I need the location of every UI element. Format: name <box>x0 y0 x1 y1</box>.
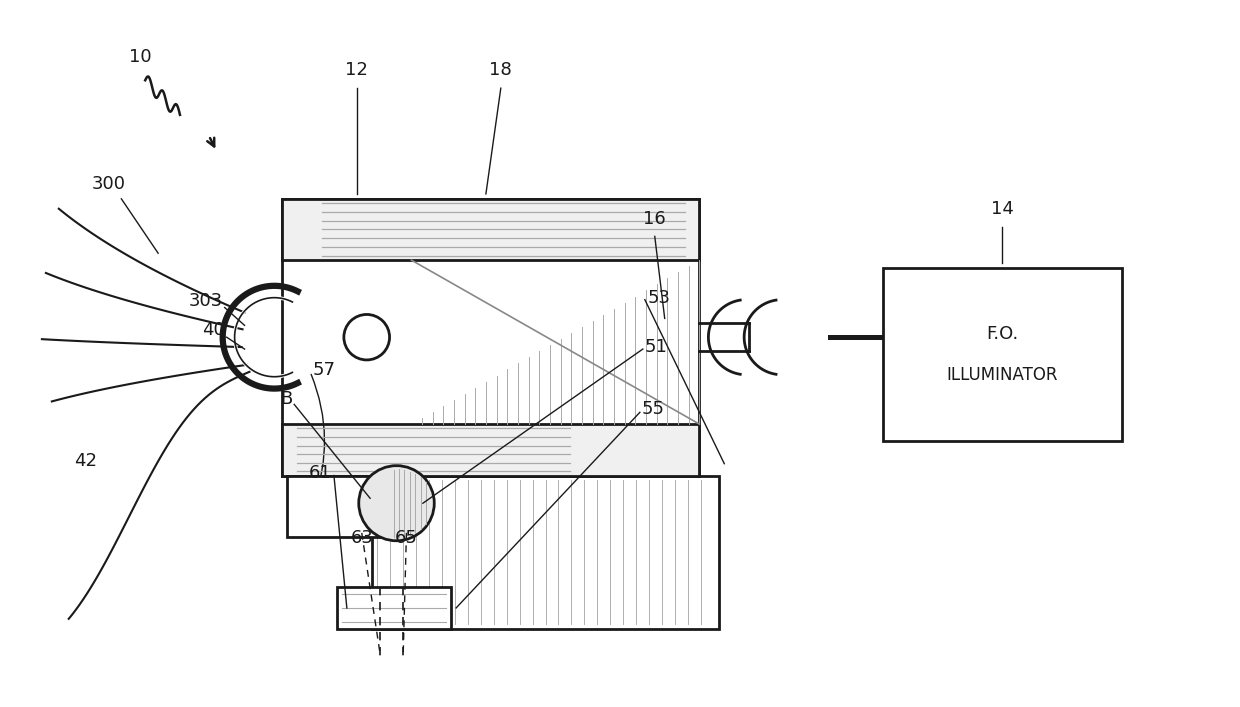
Text: 300: 300 <box>92 175 125 193</box>
Text: 18: 18 <box>490 62 512 79</box>
Bar <box>883 268 1122 441</box>
Text: 40: 40 <box>202 321 224 339</box>
Text: F.O.: F.O. <box>986 325 1018 343</box>
Text: 12: 12 <box>346 62 368 79</box>
Text: 57: 57 <box>312 361 335 379</box>
Bar <box>283 199 699 476</box>
Text: 303: 303 <box>188 291 223 310</box>
Circle shape <box>343 315 389 360</box>
Bar <box>372 476 719 629</box>
Text: 42: 42 <box>74 452 97 469</box>
Text: 10: 10 <box>129 49 151 66</box>
Text: 51: 51 <box>645 338 667 356</box>
Text: 16: 16 <box>644 209 666 228</box>
Text: 65: 65 <box>396 529 418 547</box>
Bar <box>337 588 451 629</box>
Text: ILLUMINATOR: ILLUMINATOR <box>946 366 1058 384</box>
Text: 14: 14 <box>991 199 1014 218</box>
Text: 55: 55 <box>642 400 665 419</box>
Text: B: B <box>280 390 293 409</box>
Text: 53: 53 <box>647 288 671 307</box>
Bar <box>283 199 699 260</box>
Text: 61: 61 <box>309 464 332 481</box>
Text: 63: 63 <box>351 529 373 547</box>
Bar <box>283 424 699 476</box>
Bar <box>288 476 387 537</box>
Circle shape <box>358 466 434 541</box>
